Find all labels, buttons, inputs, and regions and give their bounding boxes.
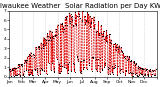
Title: Milwaukee Weather  Solar Radiation per Day KW/m2: Milwaukee Weather Solar Radiation per Da… xyxy=(0,3,160,9)
